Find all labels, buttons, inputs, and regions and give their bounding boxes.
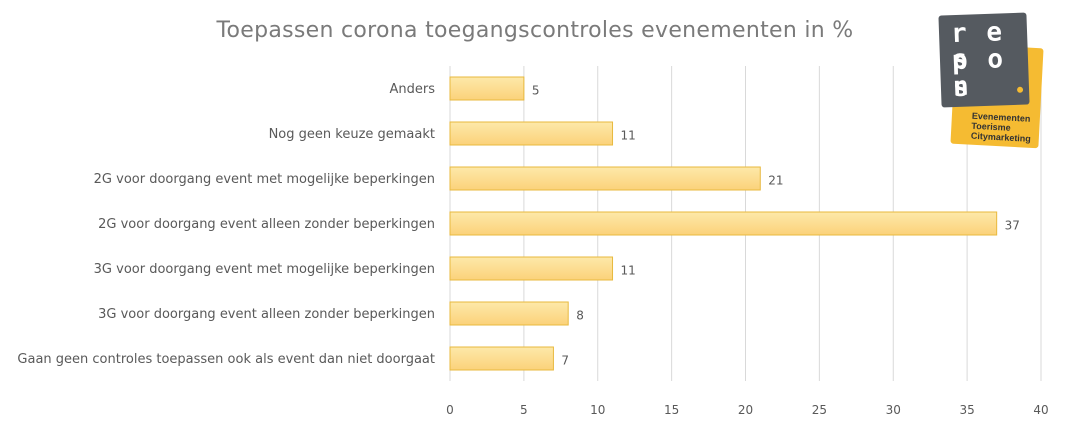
bar <box>449 301 569 326</box>
bar <box>449 211 998 236</box>
bar <box>449 346 554 371</box>
data-label: 5 <box>532 84 540 98</box>
data-label: 7 <box>561 354 569 368</box>
category-label: 3G voor doorgang event met mogelijke bep… <box>94 262 435 277</box>
x-tick-label: 20 <box>738 403 753 417</box>
logo-dark-card: r e s p o n s <box>938 12 1030 108</box>
data-label: 11 <box>621 129 636 143</box>
data-label: 11 <box>621 264 636 278</box>
chart-title: Toepassen corona toegangscontroles evene… <box>216 18 854 43</box>
x-tick-label: 0 <box>446 403 454 417</box>
x-tick-label: 5 <box>520 403 528 417</box>
category-label: 2G voor doorgang event met mogelijke bep… <box>94 172 435 187</box>
x-tick-label: 30 <box>886 403 901 417</box>
category-label: 2G voor doorgang event alleen zonder bep… <box>98 217 435 232</box>
bar <box>449 121 614 146</box>
category-label: Anders <box>390 82 436 97</box>
data-label: 8 <box>576 309 584 323</box>
logo-row-3: s <box>952 72 972 104</box>
x-tick-label: 15 <box>664 403 679 417</box>
x-axis-tick-labels: 0 5 10 15 20 25 30 35 40 <box>446 403 1048 417</box>
category-label: 3G voor doorgang event alleen zonder bep… <box>98 307 435 322</box>
bars <box>449 76 998 371</box>
category-label: Nog geen keuze gemaakt <box>269 127 435 142</box>
category-label: Gaan geen controles toepassen ook als ev… <box>17 352 435 367</box>
bar <box>449 76 525 101</box>
x-tick-label: 40 <box>1033 403 1048 417</box>
logo-tagline-3: Citymarketing <box>970 130 1032 144</box>
category-labels: Anders Nog geen keuze gemaakt 2G voor door… <box>17 82 435 367</box>
data-label: 37 <box>1005 219 1020 233</box>
bar <box>449 256 614 281</box>
x-tick-label: 25 <box>812 403 827 417</box>
x-tick-label: 10 <box>590 403 605 417</box>
x-tick-label: 35 <box>959 403 974 417</box>
respons-logo: Evenementen Toerisme Citymarketing r e s… <box>938 12 1050 149</box>
bar <box>449 166 761 191</box>
data-labels: 5 11 21 37 11 8 7 <box>532 84 1020 368</box>
data-label: 21 <box>768 174 783 188</box>
